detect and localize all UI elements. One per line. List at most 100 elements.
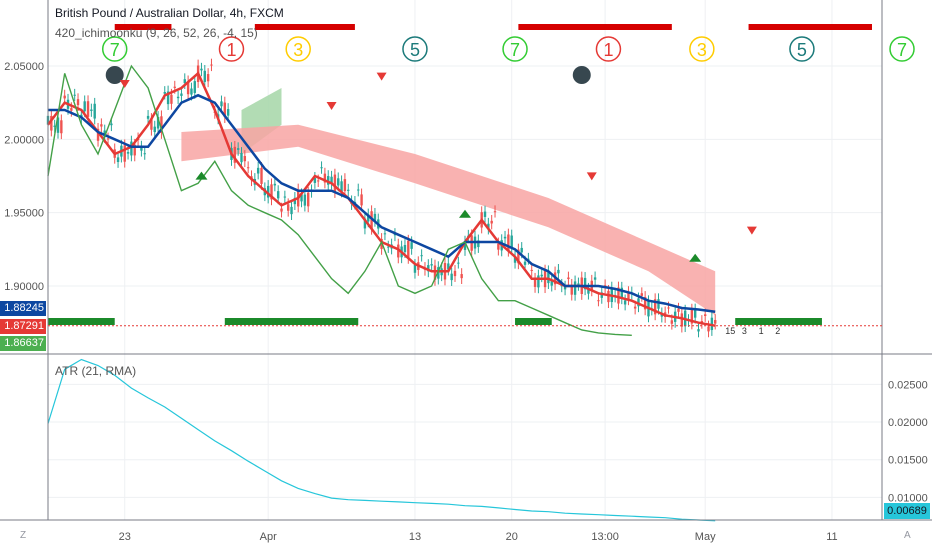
- candle-body: [643, 296, 647, 310]
- candle-body: [170, 94, 173, 104]
- candle-body: [90, 109, 93, 111]
- atr-y-tick-label: 0.01000: [888, 492, 928, 504]
- candle-body: [160, 116, 163, 133]
- candle-body: [307, 192, 310, 207]
- y-tick-label: 1.90000: [4, 281, 44, 293]
- y-tick-label: 1.95000: [4, 208, 44, 220]
- candle-body: [246, 167, 250, 169]
- moon-phase-circle: [218, 36, 245, 62]
- candle-body: [550, 280, 553, 286]
- bullish-signal-bar: [48, 318, 115, 325]
- bearish-signal-bar: [254, 24, 355, 30]
- y-tick-label: 2.00000: [4, 134, 44, 146]
- moon-phase-circle: [402, 36, 428, 62]
- bearish-signal-bar: [518, 24, 672, 30]
- buy-triangle: [459, 209, 471, 218]
- candle-body: [463, 241, 467, 250]
- bullish-signal-bar: [515, 318, 552, 325]
- candle-body: [186, 81, 190, 95]
- x-tick-label: 13:00: [591, 531, 619, 543]
- candle-body: [143, 153, 146, 155]
- candle-body: [53, 125, 56, 127]
- x-tick-label: 23: [119, 531, 131, 543]
- candle-body: [220, 101, 223, 107]
- candle-body: [373, 213, 377, 221]
- candle-body: [130, 141, 133, 156]
- candle-body: [653, 299, 657, 315]
- candle-body: [410, 242, 413, 249]
- candle-body: [493, 211, 497, 213]
- candle-body: [413, 264, 417, 273]
- moon-phase-number: 3: [293, 40, 303, 60]
- candle-body: [266, 185, 270, 198]
- buy-triangle: [195, 171, 208, 180]
- zoom-button[interactable]: Z: [20, 530, 27, 541]
- candle-body: [510, 235, 513, 248]
- x-tick-label: 13: [409, 531, 421, 543]
- candle-body: [620, 287, 623, 299]
- candle-body: [176, 96, 180, 99]
- candle-body: [697, 329, 700, 332]
- moon-phase-number: 5: [410, 40, 420, 60]
- candle-body: [407, 240, 410, 258]
- candle-body: [527, 258, 530, 260]
- candle-body: [537, 275, 540, 288]
- candle-body: [300, 194, 303, 202]
- candle-body: [206, 74, 210, 82]
- candle-body: [420, 255, 423, 257]
- candle-body: [156, 116, 160, 129]
- candle-body: [150, 118, 153, 130]
- small-marker-label: 2: [775, 326, 780, 336]
- candle-body: [513, 256, 517, 263]
- candle-body: [583, 277, 587, 290]
- candle-body: [517, 249, 520, 264]
- candle-body: [133, 144, 136, 156]
- moon-phase-circle: [502, 36, 528, 62]
- candle-body: [96, 128, 100, 141]
- candle-body: [627, 292, 630, 300]
- series-lines: [47, 64, 716, 522]
- candle-body: [714, 320, 717, 324]
- candle-body: [63, 95, 66, 99]
- candle-body: [303, 194, 307, 206]
- candle-body: [273, 183, 277, 186]
- moon-phase-circle: [285, 36, 311, 62]
- kijun-line: [48, 93, 716, 313]
- candle-body: [680, 313, 684, 327]
- bearish-signal-bar: [114, 24, 172, 30]
- candle-body: [123, 145, 126, 162]
- candle-body: [100, 124, 103, 127]
- candle-body: [333, 174, 337, 193]
- candle-body: [363, 218, 367, 229]
- candle-body: [503, 236, 507, 239]
- new-moon-marker: [572, 66, 591, 84]
- candle-body: [707, 326, 710, 332]
- candle-body: [570, 284, 573, 295]
- candle-body: [327, 176, 330, 185]
- candle-body: [453, 270, 457, 277]
- candle-body: [270, 184, 273, 200]
- auto-scale-button[interactable]: A: [904, 530, 911, 541]
- candle-body: [677, 308, 680, 312]
- moon-phase-number: 7: [510, 40, 520, 60]
- new-moon-marker: [105, 66, 124, 84]
- candle-body: [487, 223, 490, 229]
- price-tag-chikou: 1.86637: [0, 336, 46, 351]
- candle-body: [223, 102, 227, 118]
- candle-body: [347, 189, 350, 191]
- candle-body: [547, 271, 550, 284]
- candle-body: [577, 283, 580, 285]
- candle-body: [433, 265, 437, 280]
- candle-body: [313, 177, 317, 183]
- candle-body: [140, 146, 143, 151]
- candle-body: [70, 108, 73, 111]
- candle-body: [563, 286, 567, 290]
- candle-body: [533, 278, 537, 287]
- moon-phase-number: 5: [797, 40, 807, 60]
- candle-body: [383, 233, 387, 235]
- candle-body: [337, 178, 340, 186]
- candle-body: [166, 91, 170, 105]
- candle-body: [670, 320, 674, 324]
- candle-body: [403, 244, 407, 253]
